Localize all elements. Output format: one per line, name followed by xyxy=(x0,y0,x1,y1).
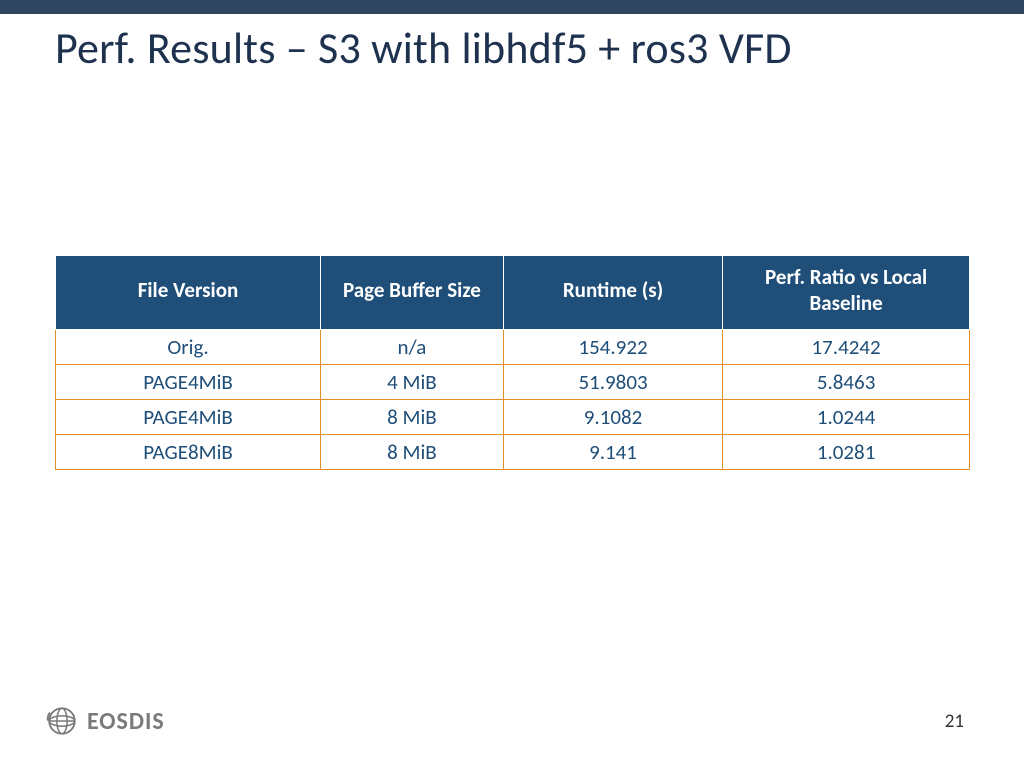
slide-title: Perf. Results – S3 with libhdf5 + ros3 V… xyxy=(55,22,964,75)
globe-icon xyxy=(45,704,79,738)
brand-text: EOSDIS xyxy=(87,707,165,736)
cell-runtime: 51.9803 xyxy=(503,364,722,399)
cell-perf-ratio: 1.0281 xyxy=(723,434,970,469)
cell-perf-ratio: 5.8463 xyxy=(723,364,970,399)
table-row: PAGE8MiB 8 MiB 9.141 1.0281 xyxy=(56,434,970,469)
cell-runtime: 9.1082 xyxy=(503,399,722,434)
results-table-container: File Version Page Buffer Size Runtime (s… xyxy=(55,255,970,470)
cell-file-version: PAGE4MiB xyxy=(56,399,321,434)
cell-page-buffer: n/a xyxy=(321,329,504,364)
footer-logo: EOSDIS xyxy=(45,704,165,738)
cell-page-buffer: 4 MiB xyxy=(321,364,504,399)
table-row: PAGE4MiB 4 MiB 51.9803 5.8463 xyxy=(56,364,970,399)
cell-file-version: PAGE8MiB xyxy=(56,434,321,469)
slide: Perf. Results – S3 with libhdf5 + ros3 V… xyxy=(0,0,1024,768)
cell-file-version: Orig. xyxy=(56,329,321,364)
header-page-buffer: Page Buffer Size xyxy=(321,256,504,330)
top-accent-bar xyxy=(0,0,1024,14)
cell-perf-ratio: 1.0244 xyxy=(723,399,970,434)
header-runtime: Runtime (s) xyxy=(503,256,722,330)
cell-page-buffer: 8 MiB xyxy=(321,434,504,469)
cell-perf-ratio: 17.4242 xyxy=(723,329,970,364)
cell-page-buffer: 8 MiB xyxy=(321,399,504,434)
page-number: 21 xyxy=(945,710,964,733)
table-header-row: File Version Page Buffer Size Runtime (s… xyxy=(56,256,970,330)
header-perf-ratio: Perf. Ratio vs Local Baseline xyxy=(723,256,970,330)
table-row: Orig. n/a 154.922 17.4242 xyxy=(56,329,970,364)
header-file-version: File Version xyxy=(56,256,321,330)
cell-runtime: 9.141 xyxy=(503,434,722,469)
table-row: PAGE4MiB 8 MiB 9.1082 1.0244 xyxy=(56,399,970,434)
cell-file-version: PAGE4MiB xyxy=(56,364,321,399)
cell-runtime: 154.922 xyxy=(503,329,722,364)
results-table: File Version Page Buffer Size Runtime (s… xyxy=(55,255,970,470)
